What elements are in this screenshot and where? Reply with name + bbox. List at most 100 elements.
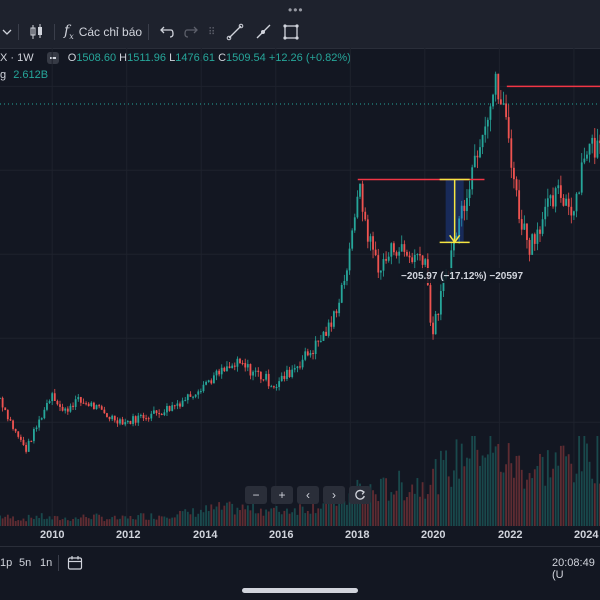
volume-bar — [330, 492, 333, 526]
x-tick: 2022 — [498, 529, 523, 541]
ray-tool-icon[interactable] — [254, 16, 272, 48]
volume-bar — [270, 508, 273, 526]
candle-body — [536, 229, 539, 244]
candle-body — [479, 147, 481, 158]
volume-bar — [437, 494, 440, 526]
symbol-label: X · 1W — [0, 52, 34, 64]
volume-bar — [259, 508, 262, 526]
volume-bar — [33, 519, 35, 526]
volume-bar — [40, 513, 43, 526]
volume-bar — [205, 505, 207, 526]
volume-bar — [66, 520, 69, 526]
candle-body — [301, 359, 304, 368]
candle-body — [119, 419, 121, 424]
candle-body — [413, 254, 416, 263]
rectangle-tool-icon[interactable] — [282, 16, 300, 48]
zoom-in-button[interactable]: + — [271, 486, 293, 504]
candle-body — [9, 419, 12, 421]
candle-body — [346, 270, 348, 281]
volume-bar — [192, 508, 194, 526]
volume-bar — [51, 519, 54, 526]
volume-bar — [278, 511, 281, 526]
x-tick: 2024 — [574, 529, 599, 541]
chevron-down-icon[interactable] — [2, 16, 12, 48]
range-1p[interactable]: 1p — [0, 557, 13, 569]
drag-handle-icon[interactable]: ⠿ — [208, 26, 215, 38]
redo-icon[interactable] — [184, 16, 200, 48]
reset-chart-icon[interactable] — [349, 486, 371, 504]
x-tick: 2014 — [193, 529, 218, 541]
candle-body — [343, 280, 346, 285]
volume-bar — [12, 516, 14, 526]
volume-bar — [442, 459, 445, 526]
volume-bar — [343, 500, 346, 526]
candle-body — [194, 394, 197, 397]
indicators-button[interactable]: fx Các chỉ báo — [64, 16, 142, 48]
candle-body — [437, 313, 440, 315]
volume-bar — [390, 492, 393, 526]
candle-body — [147, 418, 150, 420]
candle-body — [74, 399, 77, 407]
candle-body — [179, 403, 181, 407]
scroll-right-button[interactable]: › — [323, 486, 345, 504]
change-value: +12.26 (+0.82%) — [268, 52, 351, 64]
candle-body — [236, 358, 239, 367]
candle-body — [400, 244, 403, 252]
volume-bar — [265, 509, 267, 526]
price-chart[interactable]: −205.97 (−17.12%) −20597 — [0, 48, 600, 546]
volume-bar — [64, 517, 67, 526]
candle-body — [158, 413, 161, 415]
candle-body — [153, 410, 155, 414]
volume-bar — [124, 516, 127, 526]
volume-bar — [286, 508, 288, 526]
chart-toolbar: fx Các chỉ báo ⠿ — [0, 16, 600, 49]
volume-bar — [244, 509, 247, 526]
volume-bar — [348, 493, 351, 526]
candle-body — [434, 313, 437, 335]
candle-body — [126, 420, 129, 423]
volume-bar — [372, 490, 374, 526]
candle-body — [531, 234, 534, 255]
candle-body — [87, 403, 90, 407]
volume-bar — [361, 493, 364, 526]
candle-body — [411, 257, 414, 263]
volume-bar — [220, 509, 223, 526]
undo-icon[interactable] — [158, 16, 174, 48]
volume-bar — [408, 492, 411, 526]
volume-bar — [593, 483, 596, 526]
candle-body — [293, 368, 296, 370]
volume-bar — [578, 436, 581, 526]
volume-bar — [523, 488, 526, 526]
candle-body — [557, 185, 560, 189]
candle-body — [588, 143, 591, 155]
candle-body — [539, 229, 541, 234]
volume-bar — [314, 513, 317, 526]
volume-bar — [93, 514, 95, 526]
candle-body — [586, 154, 588, 159]
scroll-left-button[interactable]: ‹ — [297, 486, 319, 504]
candle-body — [30, 440, 33, 442]
volume-bar — [103, 521, 106, 526]
volume-bar — [453, 470, 455, 526]
volume-bar — [586, 443, 588, 526]
candle-body — [403, 244, 406, 252]
legend-minus-icon[interactable] — [46, 52, 59, 65]
volume-bar — [335, 505, 338, 526]
range-1n[interactable]: 1n — [40, 557, 53, 569]
candle-body — [515, 179, 518, 191]
candle-body — [265, 373, 267, 380]
candle-body — [137, 415, 140, 423]
volume-bar — [4, 516, 7, 526]
volume-bar — [573, 482, 575, 526]
zoom-out-button[interactable]: − — [245, 486, 267, 504]
candle-body — [205, 381, 207, 385]
trend-line-icon[interactable] — [226, 16, 244, 48]
more-dots-icon[interactable]: ••• — [288, 3, 304, 17]
volume-bar — [481, 455, 484, 526]
candle-body — [416, 254, 419, 256]
candles-icon[interactable] — [28, 16, 46, 48]
range-5n[interactable]: 5n — [19, 557, 32, 569]
volume-bar — [252, 501, 254, 526]
calendar-icon[interactable] — [67, 555, 83, 574]
volume-bar — [173, 517, 176, 526]
